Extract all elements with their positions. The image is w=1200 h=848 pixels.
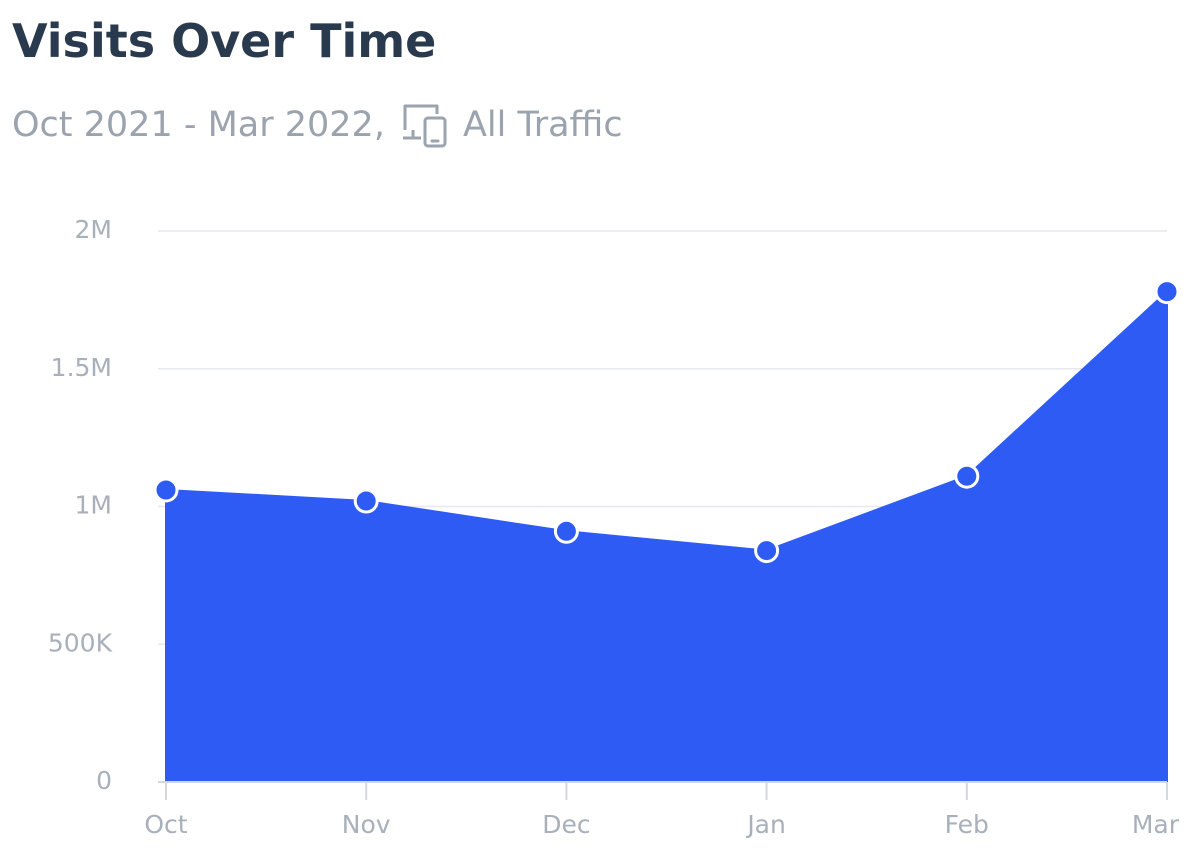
data-point[interactable]: [353, 488, 379, 514]
data-points: [153, 279, 1180, 564]
data-point[interactable]: [153, 477, 179, 503]
y-tick-label: 0: [96, 766, 112, 795]
y-tick-label: 500K: [48, 628, 113, 657]
x-tick-label: Oct: [144, 810, 187, 839]
data-point[interactable]: [553, 518, 579, 544]
area-series: [165, 290, 1168, 783]
x-tick-label: Jan: [745, 810, 786, 839]
data-point[interactable]: [754, 538, 780, 564]
y-tick-label: 1.5M: [51, 353, 112, 382]
x-tick-label: Mar: [1132, 810, 1180, 839]
data-point[interactable]: [1154, 279, 1180, 305]
traffic-type: All Traffic: [462, 105, 623, 145]
y-tick-label: 1M: [75, 491, 112, 520]
x-tick-label: Nov: [342, 810, 391, 839]
devices-icon: [402, 104, 447, 148]
x-tick-label: Feb: [945, 810, 989, 839]
chart-title: Visits Over Time: [12, 14, 437, 68]
x-tick-label: Dec: [542, 810, 590, 839]
date-range: Oct 2021 - Mar 2022,: [12, 105, 385, 145]
chart-subtitle: Oct 2021 - Mar 2022, All Traffic: [12, 100, 623, 150]
y-tick-label: 2M: [75, 215, 112, 244]
data-point[interactable]: [954, 463, 980, 489]
x-axis-labels: Oct Nov Dec Jan Feb Mar: [144, 810, 1179, 839]
area-fill: [165, 290, 1168, 783]
y-axis-labels: 0 500K 1M 1.5M 2M: [48, 215, 113, 795]
x-axis: [158, 781, 1168, 800]
